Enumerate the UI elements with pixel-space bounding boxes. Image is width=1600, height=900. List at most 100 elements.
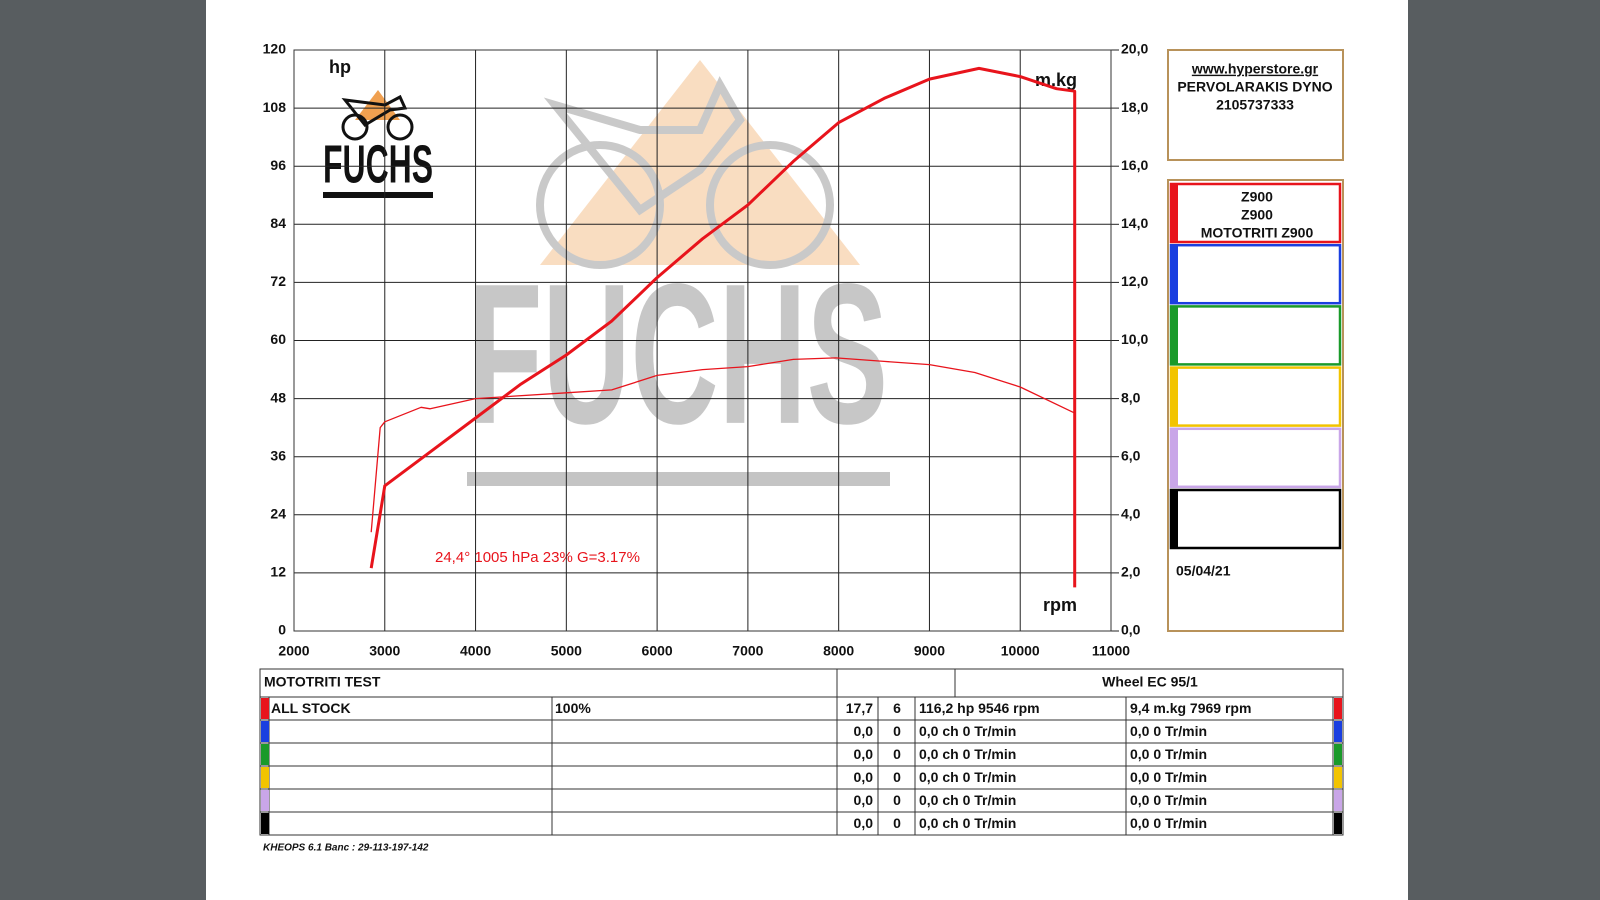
table-cell: 0,0 [854, 792, 874, 808]
legend-slot [1169, 305, 1342, 366]
y-tick-label: 108 [263, 99, 287, 115]
table-cell: 0 [893, 746, 901, 762]
legend-swatch [1171, 245, 1178, 304]
logo-text: FUCHS [323, 134, 433, 194]
table-cell: 0,0 ch 0 Tr/min [919, 746, 1016, 762]
legend-swatch [1171, 306, 1178, 365]
footer: KHEOPS 6.1 Banc : 29-113-197-142 [263, 843, 429, 854]
legend-text: Z900 [1241, 207, 1273, 223]
plot-frame [293, 49, 1112, 632]
row-swatch [1334, 721, 1342, 742]
y-tick-label: 48 [270, 389, 286, 405]
table-cell: 0,0 [854, 769, 874, 785]
table-cell: 100% [555, 700, 591, 716]
y2-tick-label: 4,0 [1121, 506, 1141, 522]
legend-slot [1169, 182, 1342, 244]
series-line [370, 357, 1075, 533]
x-tick-label: 6000 [642, 643, 673, 659]
y-tick-label: 84 [270, 215, 286, 231]
table-cell: 0,0 0 Tr/min [1130, 746, 1207, 762]
info-date: 05/04/21 [1176, 563, 1231, 579]
series-line [369, 66, 1077, 588]
table-cell: 9,4 m.kg 7969 rpm [1130, 700, 1251, 716]
watermark [467, 60, 890, 486]
table-cell: 0 [893, 792, 901, 808]
row-swatch [1334, 767, 1342, 788]
table-cell: 0 [893, 815, 901, 831]
y2-tick-label: 20,0 [1121, 41, 1148, 57]
table-cell: 6 [893, 700, 901, 716]
y-tick-label: 120 [263, 41, 287, 57]
x-tick-label: 11000 [1092, 643, 1130, 659]
x-tick-label: 9000 [914, 643, 945, 659]
y2-tick-label: 18,0 [1121, 99, 1148, 115]
row-swatch [261, 790, 269, 811]
table-cell: 0,0 ch 0 Tr/min [919, 792, 1016, 808]
y2-tick-label: 8,0 [1121, 389, 1141, 405]
row-swatch [1334, 813, 1342, 834]
table-cell: 0,0 0 Tr/min [1130, 769, 1207, 785]
row-swatch [1334, 790, 1342, 811]
table-bench: Wheel EC 95/1 [1102, 674, 1198, 690]
legend-box [1167, 179, 1344, 632]
table-cell: 0,0 ch 0 Tr/min [919, 815, 1016, 831]
x-tick-label: 4000 [460, 643, 491, 659]
table-cell: 116,2 hp 9546 rpm [919, 700, 1040, 716]
table-title: MOTOTRITI TEST [264, 674, 381, 690]
legend-text: Z900 [1241, 189, 1273, 205]
y-tick-label: 24 [270, 506, 286, 522]
table-cell: 0,0 [854, 746, 874, 762]
row-swatch [261, 698, 269, 719]
table-cell: 0,0 0 Tr/min [1130, 815, 1207, 831]
info-site: www.hyperstore.gr [1191, 61, 1319, 77]
table-cell: 0 [893, 769, 901, 785]
y2-tick-label: 10,0 [1121, 331, 1148, 347]
legend-slot [1169, 427, 1342, 489]
table-cell: 0 [893, 723, 901, 739]
y-tick-label: 96 [270, 157, 286, 173]
row-swatch [261, 744, 269, 765]
y2-tick-label: 2,0 [1121, 564, 1141, 580]
table-frame [259, 668, 1344, 836]
legend-swatch [1171, 428, 1178, 487]
legend-text: MOTOTRITI Z900 [1201, 225, 1314, 241]
legend-slot [1169, 488, 1342, 550]
row-swatch [261, 767, 269, 788]
x-tick-label: 7000 [732, 643, 763, 659]
x-tick-label: 5000 [551, 643, 582, 659]
y2-tick-label: 14,0 [1121, 215, 1148, 231]
row-swatch [261, 721, 269, 742]
table-cell: 0,0 [854, 815, 874, 831]
watermark-text: FUCHS [468, 243, 888, 466]
y2-tick-label: 0,0 [1121, 622, 1141, 638]
legend-slot [1169, 366, 1342, 427]
info-box [1167, 49, 1344, 161]
table-cell: 0,0 [854, 723, 874, 739]
x-tick-label: 8000 [823, 643, 854, 659]
y2-tick-label: 6,0 [1121, 447, 1141, 463]
legend-swatch [1171, 184, 1178, 242]
y-tick-label: 72 [270, 273, 286, 289]
y-axis-label: hp [329, 57, 351, 77]
y-tick-label: 36 [270, 447, 286, 463]
x-tick-label: 10000 [1001, 643, 1040, 659]
table-cell: 17,7 [846, 700, 873, 716]
y-tick-label: 60 [270, 331, 286, 347]
x-tick-label: 2000 [278, 643, 309, 659]
y2-axis-label: m.kg [1035, 70, 1077, 90]
info-phone: 2105737333 [1216, 97, 1294, 113]
info-shop: PERVOLARAKIS DYNO [1177, 79, 1332, 95]
legend-slot [1169, 243, 1342, 305]
table-cell: 0,0 0 Tr/min [1130, 792, 1207, 808]
table-cell: 0,0 ch 0 Tr/min [919, 769, 1016, 785]
row-swatch [1334, 744, 1342, 765]
table-cell: 0,0 0 Tr/min [1130, 723, 1207, 739]
row-swatch [261, 813, 269, 834]
legend-swatch [1171, 367, 1178, 426]
legend-swatch [1171, 490, 1178, 548]
y2-tick-label: 12,0 [1121, 273, 1148, 289]
y2-tick-label: 16,0 [1121, 157, 1148, 173]
table-cell: 0,0 ch 0 Tr/min [919, 723, 1016, 739]
